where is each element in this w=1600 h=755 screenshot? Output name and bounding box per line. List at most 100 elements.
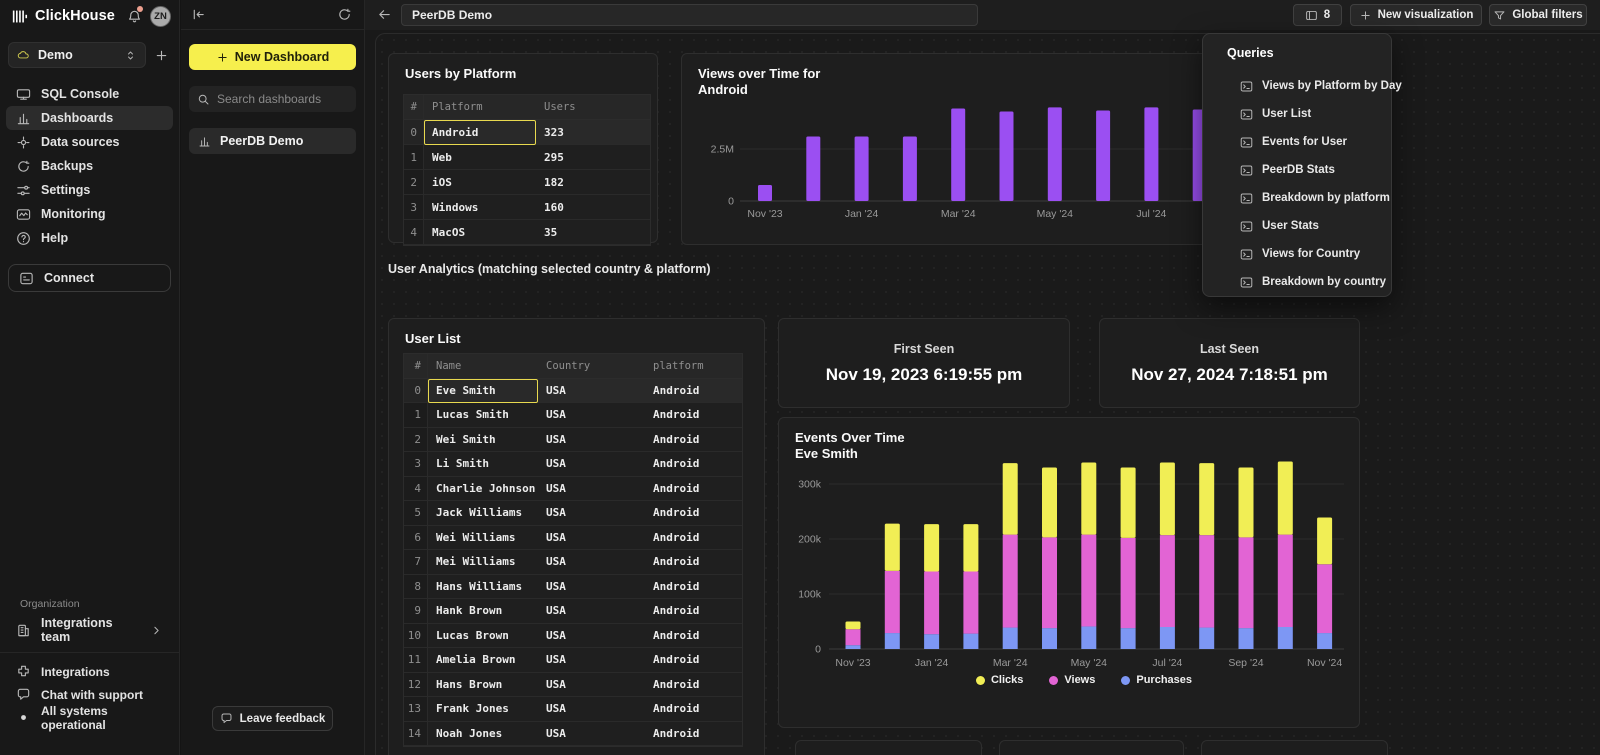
- table-cell[interactable]: 160: [536, 195, 650, 220]
- sidebar-item-backups[interactable]: Backups: [6, 154, 173, 178]
- table-cell[interactable]: USA: [538, 550, 645, 575]
- add-service-plus-icon[interactable]: [154, 48, 169, 63]
- table-cell[interactable]: USA: [538, 452, 645, 477]
- table-cell[interactable]: USA: [538, 574, 645, 599]
- table-cell[interactable]: Android: [645, 378, 742, 403]
- table-cell[interactable]: Lucas Brown: [428, 623, 538, 648]
- table-cell[interactable]: 295: [536, 145, 650, 170]
- table-cell[interactable]: Android: [645, 623, 742, 648]
- dashboard-list-item[interactable]: PeerDB Demo: [189, 128, 356, 154]
- row-index-cell[interactable]: 5: [404, 501, 428, 526]
- table-cell[interactable]: USA: [538, 697, 645, 722]
- legend-item-clicks[interactable]: Clicks: [975, 674, 1023, 686]
- new-dashboard-button[interactable]: New Dashboard: [189, 44, 356, 70]
- table-cell[interactable]: Android: [645, 476, 742, 501]
- table-cell[interactable]: Android: [645, 697, 742, 722]
- table-cell[interactable]: Android: [645, 599, 742, 624]
- table-cell[interactable]: USA: [538, 525, 645, 550]
- table-cell[interactable]: USA: [538, 378, 645, 403]
- row-index-cell[interactable]: 2: [404, 427, 428, 452]
- table-cell[interactable]: Eve Smith: [428, 378, 538, 403]
- table-cell[interactable]: Li Smith: [428, 452, 538, 477]
- global-filters-button[interactable]: Global filters: [1489, 4, 1587, 26]
- table-cell[interactable]: Amelia Brown: [428, 648, 538, 673]
- table-cell[interactable]: Noah Jones: [428, 721, 538, 746]
- table-cell[interactable]: USA: [538, 623, 645, 648]
- table-cell[interactable]: iOS: [424, 170, 536, 195]
- connect-button[interactable]: Connect: [8, 264, 171, 292]
- row-index-cell[interactable]: 13: [404, 697, 428, 722]
- table-cell[interactable]: Wei Smith: [428, 427, 538, 452]
- dashboard-title-input[interactable]: [401, 4, 978, 26]
- table-cell[interactable]: MacOS: [424, 220, 536, 245]
- table-cell[interactable]: Hans Brown: [428, 672, 538, 697]
- row-index-cell[interactable]: 7: [404, 550, 428, 575]
- table-cell[interactable]: USA: [538, 427, 645, 452]
- sidebar-item-dashboards[interactable]: Dashboards: [6, 106, 173, 130]
- search-input[interactable]: [217, 92, 348, 106]
- tabs-count-button[interactable]: 8: [1293, 4, 1342, 26]
- table-cell[interactable]: 182: [536, 170, 650, 195]
- table-cell[interactable]: Mei Williams: [428, 550, 538, 575]
- row-index-cell[interactable]: 9: [404, 599, 428, 624]
- sidebar-item-sql-console[interactable]: SQL Console: [6, 82, 173, 106]
- sidebar-item-chat-with-support[interactable]: Chat with support: [6, 683, 173, 706]
- query-item-breakdown-by-country[interactable]: Breakdown by country: [1203, 268, 1391, 296]
- row-index-cell[interactable]: 3: [404, 452, 428, 477]
- table-cell[interactable]: USA: [538, 721, 645, 746]
- table-cell[interactable]: USA: [538, 476, 645, 501]
- table-cell[interactable]: Charlie Johnson: [428, 476, 538, 501]
- table-cell[interactable]: Android: [645, 672, 742, 697]
- row-index-cell[interactable]: 1: [404, 145, 424, 170]
- table-cell[interactable]: Hank Brown: [428, 599, 538, 624]
- sidebar-item-monitoring[interactable]: Monitoring: [6, 202, 173, 226]
- table-cell[interactable]: Wei Williams: [428, 525, 538, 550]
- row-index-cell[interactable]: 14: [404, 721, 428, 746]
- back-arrow-icon[interactable]: [377, 7, 392, 22]
- table-cell[interactable]: Android: [645, 525, 742, 550]
- legend-item-purchases[interactable]: Purchases: [1121, 674, 1192, 686]
- new-visualization-button[interactable]: New visualization: [1350, 4, 1482, 26]
- query-item-breakdown-by-platform[interactable]: Breakdown by platform: [1203, 184, 1391, 212]
- leave-feedback-button[interactable]: Leave feedback: [212, 706, 333, 731]
- collapse-sidebar-icon[interactable]: [191, 7, 206, 22]
- table-cell[interactable]: Jack Williams: [428, 501, 538, 526]
- sidebar-item-all-systems-operational[interactable]: All systems operational: [6, 704, 173, 732]
- avatar[interactable]: ZN: [150, 5, 171, 27]
- table-cell[interactable]: Android: [645, 427, 742, 452]
- legend-item-views[interactable]: Views: [1049, 674, 1095, 686]
- query-item-events-for-user[interactable]: Events for User: [1203, 128, 1391, 156]
- refresh-icon[interactable]: [337, 7, 352, 22]
- sidebar-item-settings[interactable]: Settings: [6, 178, 173, 202]
- query-item-views-for-country[interactable]: Views for Country: [1203, 240, 1391, 268]
- table-cell[interactable]: Android: [645, 648, 742, 673]
- table-cell[interactable]: Android: [645, 452, 742, 477]
- sidebar-item-data-sources[interactable]: Data sources: [6, 130, 173, 154]
- sidebar-item-integrations-team[interactable]: Integrations team: [6, 616, 173, 644]
- row-index-cell[interactable]: 12: [404, 672, 428, 697]
- row-index-cell[interactable]: 6: [404, 525, 428, 550]
- table-cell[interactable]: Web: [424, 145, 536, 170]
- table-cell[interactable]: Hans Williams: [428, 574, 538, 599]
- sidebar-item-help[interactable]: Help: [6, 226, 173, 250]
- table-cell[interactable]: USA: [538, 672, 645, 697]
- service-selector[interactable]: Demo: [8, 42, 146, 68]
- table-cell[interactable]: USA: [538, 501, 645, 526]
- query-item-peerdb-stats[interactable]: PeerDB Stats: [1203, 156, 1391, 184]
- row-index-cell[interactable]: 11: [404, 648, 428, 673]
- table-cell[interactable]: Lucas Smith: [428, 403, 538, 428]
- sidebar-item-integrations[interactable]: Integrations: [6, 660, 173, 683]
- table-cell[interactable]: Windows: [424, 195, 536, 220]
- row-index-cell[interactable]: 0: [404, 120, 424, 145]
- table-cell[interactable]: Android: [424, 120, 536, 145]
- table-cell[interactable]: Android: [645, 501, 742, 526]
- row-index-cell[interactable]: 0: [404, 378, 428, 403]
- table-cell[interactable]: Android: [645, 550, 742, 575]
- table-cell[interactable]: Android: [645, 403, 742, 428]
- table-cell[interactable]: USA: [538, 403, 645, 428]
- query-item-user-list[interactable]: User List: [1203, 100, 1391, 128]
- table-cell[interactable]: Android: [645, 574, 742, 599]
- row-index-cell[interactable]: 1: [404, 403, 428, 428]
- row-index-cell[interactable]: 8: [404, 574, 428, 599]
- row-index-cell[interactable]: 2: [404, 170, 424, 195]
